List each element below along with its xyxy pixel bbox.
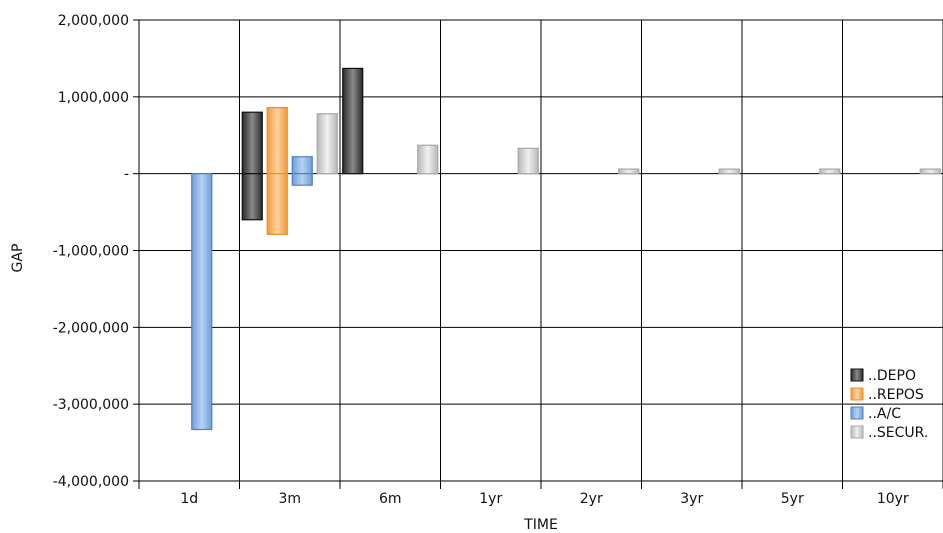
y-tick-label: - (124, 167, 129, 183)
y-tick-label: -1,000,000 (53, 244, 129, 260)
bar-depo (241, 173, 263, 221)
x-tick-label: 10yr (877, 491, 909, 507)
x-tick-label: 6m (379, 491, 402, 507)
grid-lines (139, 19, 943, 482)
legend-label: ..DEPO (868, 368, 916, 384)
bar-secur (316, 113, 338, 175)
legend-swatch (850, 425, 864, 439)
legend-swatch (850, 387, 864, 401)
bar-repos (266, 173, 288, 235)
x-tick-label: 3yr (680, 491, 703, 507)
bars-layer (191, 67, 941, 431)
y-axis-title: GAP (10, 244, 26, 273)
bar-ac (291, 173, 313, 186)
x-tick-label: 2yr (580, 491, 603, 507)
y-tick-label: 1,000,000 (58, 90, 129, 106)
bar-repos (266, 106, 288, 175)
x-tick-label: 1yr (479, 491, 502, 507)
x-axis-title: TIME (523, 517, 558, 533)
legend-label: ..REPOS (868, 387, 924, 403)
y-tick-label: -2,000,000 (53, 320, 129, 336)
x-tick-label: 5yr (781, 491, 804, 507)
bar-secur (819, 168, 841, 175)
bar-ac (191, 173, 213, 431)
bar-secur (919, 168, 941, 175)
bar-ac (291, 156, 313, 175)
bar-depo (342, 67, 364, 175)
bar-secur (417, 144, 439, 175)
bar-secur (517, 147, 539, 175)
bar-depo (241, 111, 263, 175)
x-tick-label: 3m (278, 491, 301, 507)
legend-swatch (850, 368, 864, 382)
bar-secur (718, 168, 740, 175)
bar-secur (618, 168, 640, 175)
legend-swatch (850, 406, 864, 420)
legend-label: ..A/C (868, 406, 901, 422)
axes-layer (133, 19, 943, 489)
x-tick-label: 1d (180, 491, 198, 507)
legend-label: ..SECUR. (868, 425, 928, 441)
tick-labels: 2,000,000 1,000,000 - -1,000,000 -2,000,000 -… (53, 13, 909, 507)
y-tick-label: -4,000,000 (53, 474, 129, 490)
y-tick-label: 2,000,000 (58, 13, 129, 29)
legend: ..DEPO ..REPOS ..A/C ..SECUR. (850, 368, 928, 441)
y-tick-label: -3,000,000 (53, 397, 129, 413)
